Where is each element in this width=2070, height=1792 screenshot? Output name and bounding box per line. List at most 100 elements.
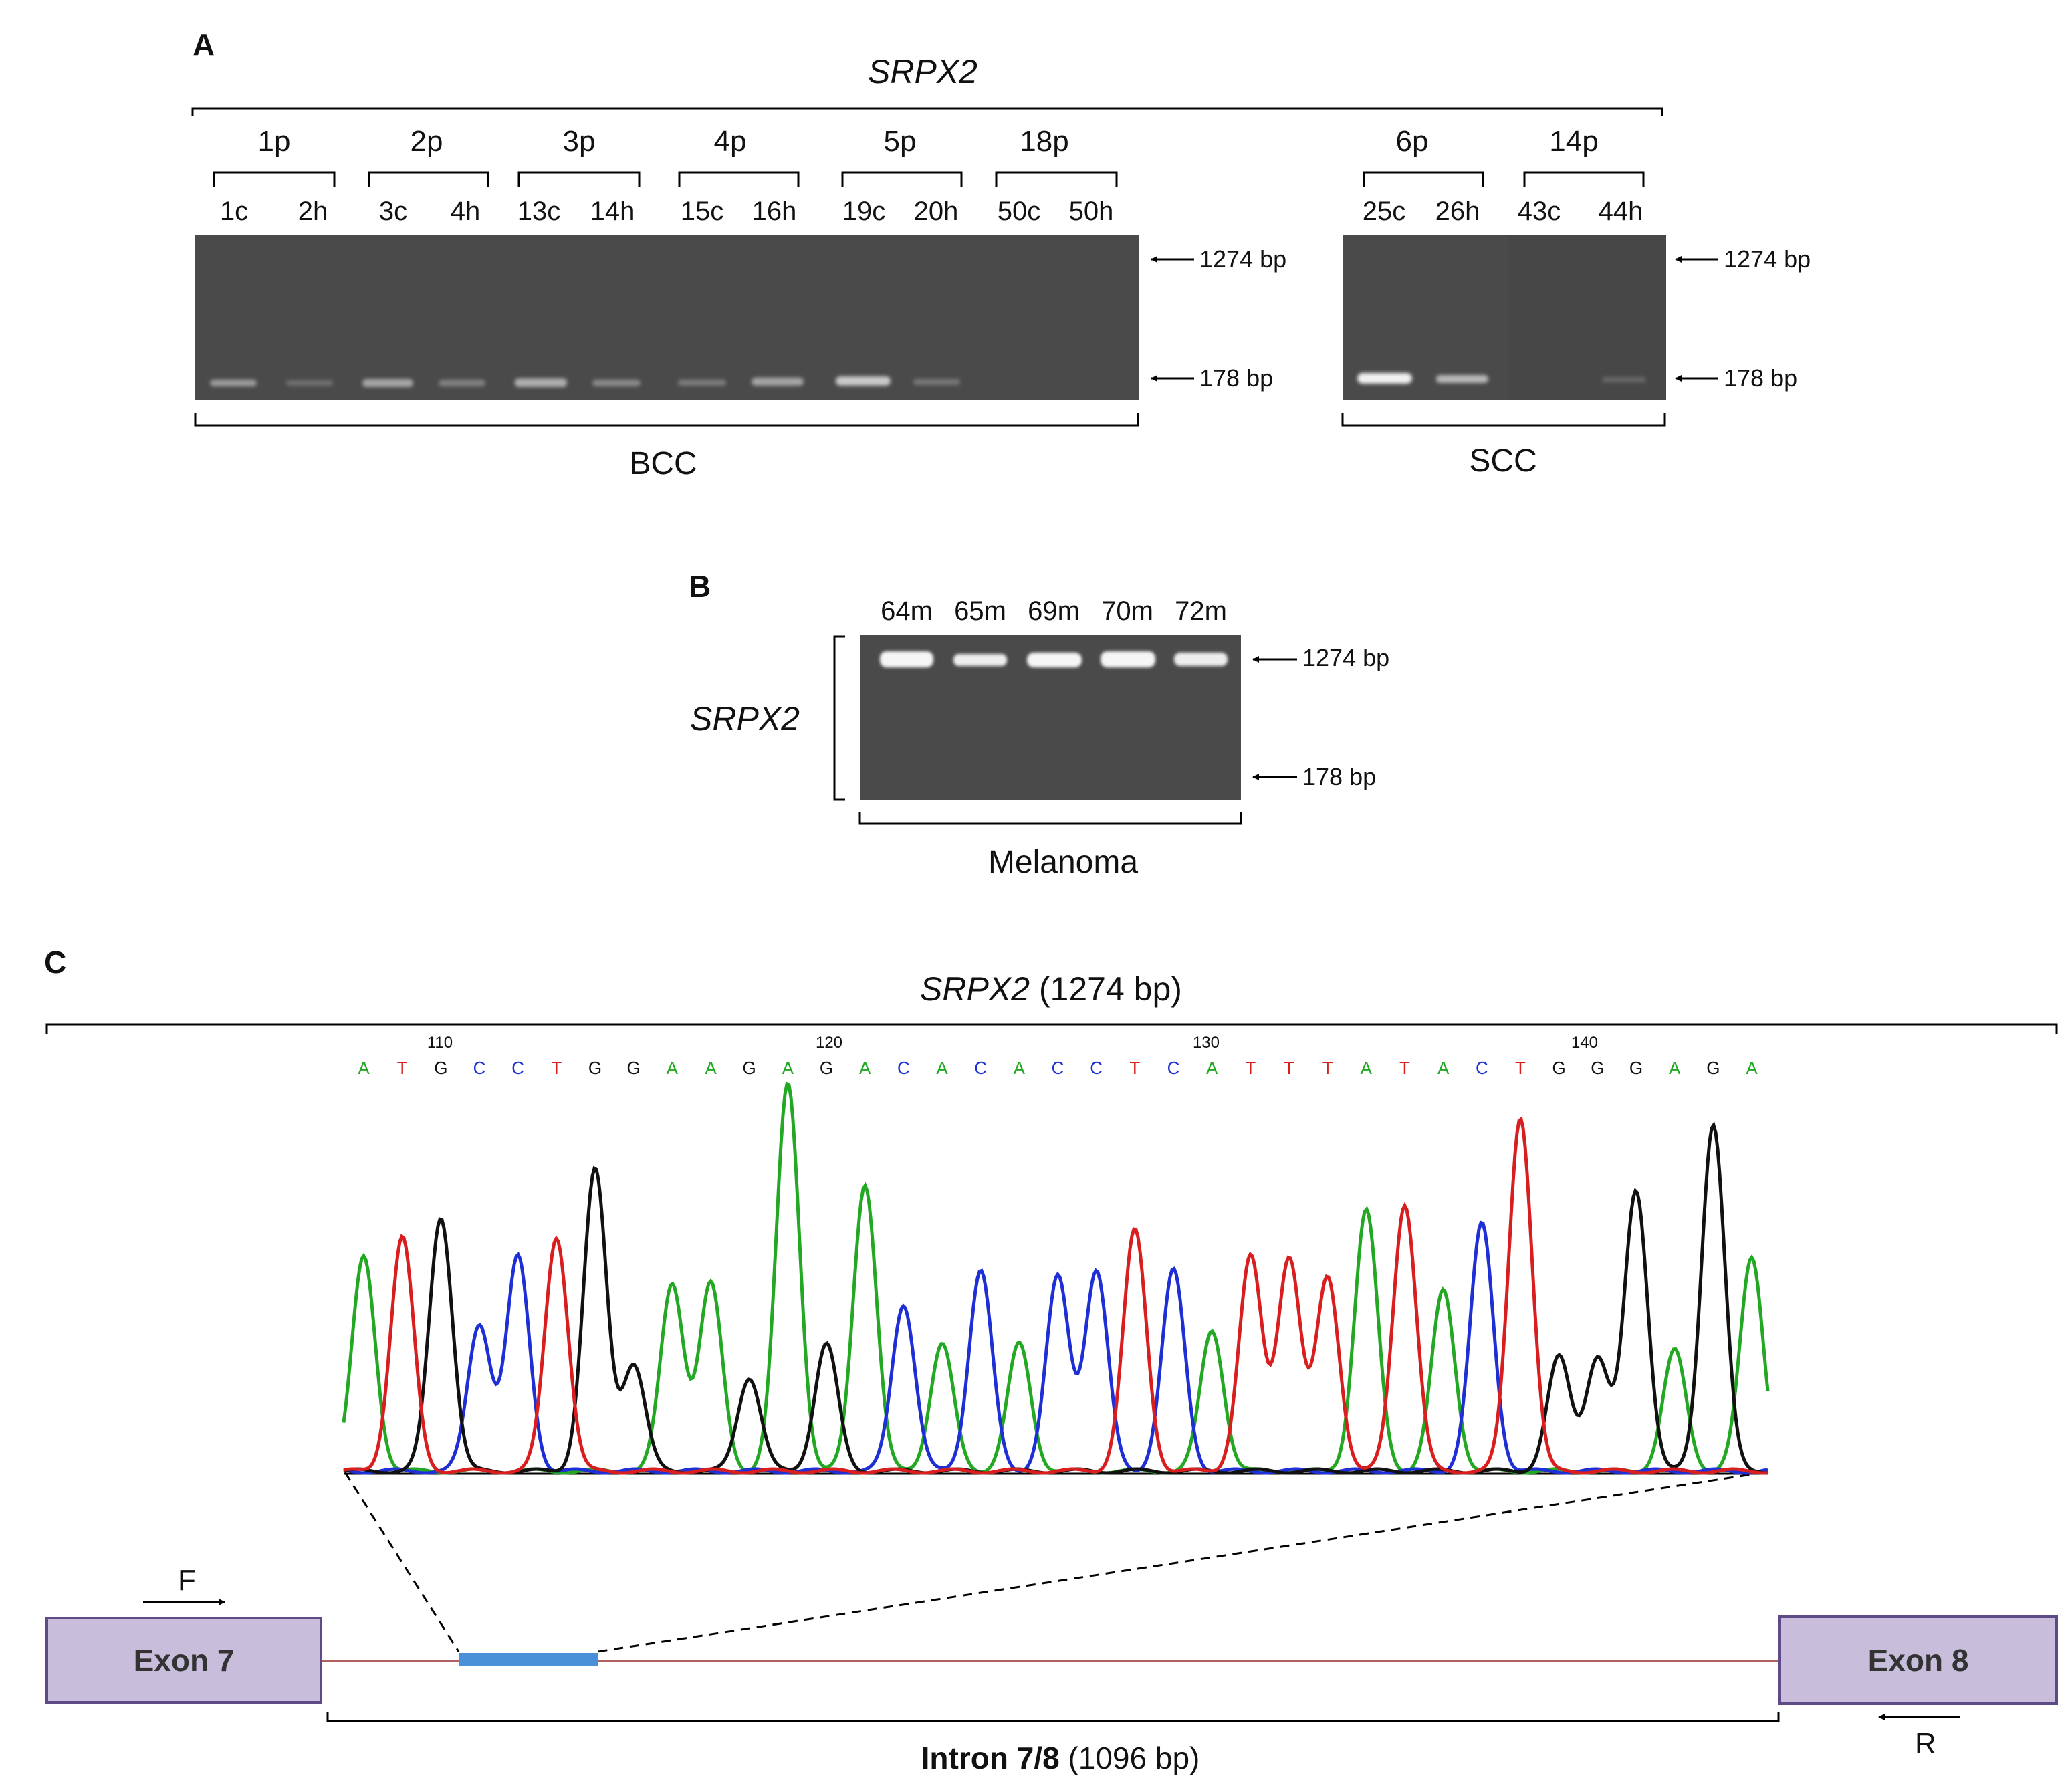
lane-label: 25c xyxy=(1362,197,1406,226)
position-number: 140 xyxy=(1571,1034,1599,1052)
gel-band xyxy=(1357,373,1412,384)
base-letter: C xyxy=(511,1058,525,1078)
lane-label: 50h xyxy=(1068,197,1114,226)
lane-label: 16h xyxy=(752,197,797,226)
scc-label: SCC xyxy=(1469,443,1537,479)
base-letter: T xyxy=(1399,1058,1410,1078)
lane-label: 50c xyxy=(997,197,1041,226)
intron-name: Intron 7/8 xyxy=(921,1741,1060,1775)
lane-label: 4h xyxy=(450,197,481,226)
base-letter: C xyxy=(1475,1058,1488,1078)
base-letter: T xyxy=(1284,1058,1294,1078)
base-letter: G xyxy=(1629,1058,1643,1078)
base-letter: T xyxy=(1245,1058,1256,1078)
panel-c-gene: SRPX2 xyxy=(920,970,1030,1008)
gel-band xyxy=(953,654,1007,666)
position-number: 120 xyxy=(815,1034,843,1052)
gel-band xyxy=(836,376,891,386)
group-bracket xyxy=(213,171,336,187)
panel-a-gene-title: SRPX2 xyxy=(868,53,978,90)
base-letter: A xyxy=(1360,1058,1372,1078)
base-letter: G xyxy=(626,1058,641,1078)
group-label: 6p xyxy=(1395,125,1429,158)
lane-label: 1c xyxy=(219,197,249,226)
gel-band xyxy=(1436,375,1488,383)
lane-label: 15c xyxy=(680,197,724,226)
base-letter: T xyxy=(1515,1058,1526,1078)
base-letter: A xyxy=(666,1058,678,1078)
scc-bracket xyxy=(1341,413,1666,427)
position-number: 130 xyxy=(1192,1034,1220,1052)
scc-gel xyxy=(1343,235,1666,400)
gel-band xyxy=(1174,653,1228,666)
base-letter: A xyxy=(936,1058,948,1078)
gel-band xyxy=(515,378,567,387)
lane-label: 65m xyxy=(954,596,1006,626)
base-letter: T xyxy=(1322,1058,1333,1078)
marker-label-1274: 1274 bp xyxy=(1302,644,1390,671)
lane-label: 19c xyxy=(842,197,886,226)
intron-size: (1096 bp) xyxy=(1059,1741,1200,1775)
group-bracket xyxy=(1363,171,1484,187)
group-label: 14p xyxy=(1549,125,1599,158)
base-letter: A xyxy=(1437,1058,1450,1078)
base-letter: A xyxy=(1746,1058,1758,1078)
lane-label: 13c xyxy=(517,197,561,226)
zoom-connector-right xyxy=(597,1471,1766,1653)
group-label: 18p xyxy=(1020,125,1069,158)
gel-band xyxy=(678,380,726,386)
marker-label-1274: 1274 bp xyxy=(1724,245,1811,273)
base-letter: T xyxy=(396,1058,408,1078)
lane-label: 69m xyxy=(1028,596,1080,626)
marker-label-178: 178 bp xyxy=(1724,364,1798,392)
marker-label-178: 178 bp xyxy=(1199,364,1274,392)
group-bracket xyxy=(841,171,963,187)
gel-band xyxy=(210,380,257,386)
gel-band xyxy=(752,378,804,386)
panel-c-label: C xyxy=(44,945,67,980)
zoom-connector-left xyxy=(344,1472,460,1652)
base-letter: G xyxy=(1706,1058,1720,1078)
group-label: 5p xyxy=(883,125,917,158)
base-letter: G xyxy=(1591,1058,1605,1078)
marker-label-1274: 1274 bp xyxy=(1199,245,1287,273)
group-bracket xyxy=(1523,171,1645,187)
lane-label: 2h xyxy=(298,197,328,226)
intron-bracket xyxy=(326,1712,1780,1722)
position-number: 110 xyxy=(427,1034,453,1052)
base-letter: C xyxy=(473,1058,486,1078)
gel-band xyxy=(1027,653,1082,667)
lane-label: 72m xyxy=(1175,596,1227,626)
lane-label: 14h xyxy=(590,197,635,226)
gel-band xyxy=(1602,377,1646,382)
base-letter: A xyxy=(1668,1058,1681,1078)
base-letter: A xyxy=(1205,1058,1218,1078)
marker-label-178: 178 bp xyxy=(1302,763,1377,790)
gel-band xyxy=(1101,651,1155,667)
base-letter: C xyxy=(974,1058,988,1078)
trace-G xyxy=(343,1121,1768,1475)
group-label: 2p xyxy=(410,125,443,158)
trace-C xyxy=(343,1220,1768,1475)
gel-band xyxy=(362,379,413,387)
base-letter: T xyxy=(551,1058,562,1078)
base-letter: C xyxy=(1051,1058,1064,1078)
gel-band xyxy=(913,379,960,385)
exon-8: Exon 8 xyxy=(1778,1615,2058,1705)
group-bracket xyxy=(995,171,1118,187)
base-letter: A xyxy=(858,1058,871,1078)
group-bracket xyxy=(518,171,641,187)
panel-c-title: SRPX2 (1274 bp) xyxy=(920,972,1182,1006)
base-letter: A xyxy=(358,1058,370,1078)
reverse-primer-label: R xyxy=(1915,1727,1936,1760)
lane-label: 26h xyxy=(1435,197,1480,226)
lane-label: 43c xyxy=(1517,197,1561,226)
gene-region-bracket xyxy=(45,1023,2058,1034)
panel-b-label: B xyxy=(689,569,711,604)
melanoma-bracket xyxy=(858,812,1242,825)
group-label: 4p xyxy=(713,125,747,158)
group-bracket xyxy=(678,171,800,187)
base-letter: G xyxy=(742,1058,756,1078)
